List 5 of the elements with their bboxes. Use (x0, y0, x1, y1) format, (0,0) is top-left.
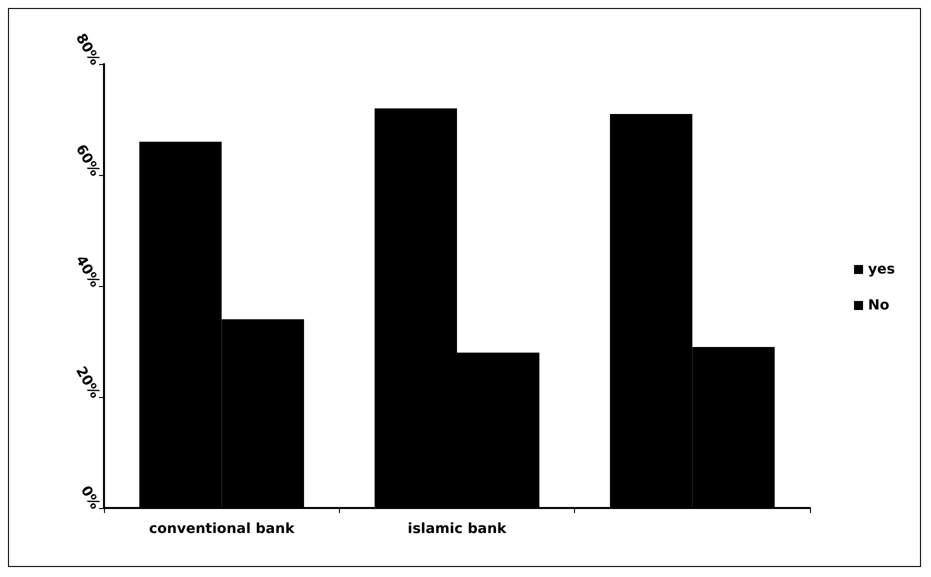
y-tick-label: 0% (77, 483, 103, 512)
legend-label: yes (868, 262, 896, 278)
x-tick-label: conventional bank (148, 521, 296, 537)
legend-label: No (868, 298, 890, 314)
x-tick-label: islamic bank (408, 521, 508, 537)
